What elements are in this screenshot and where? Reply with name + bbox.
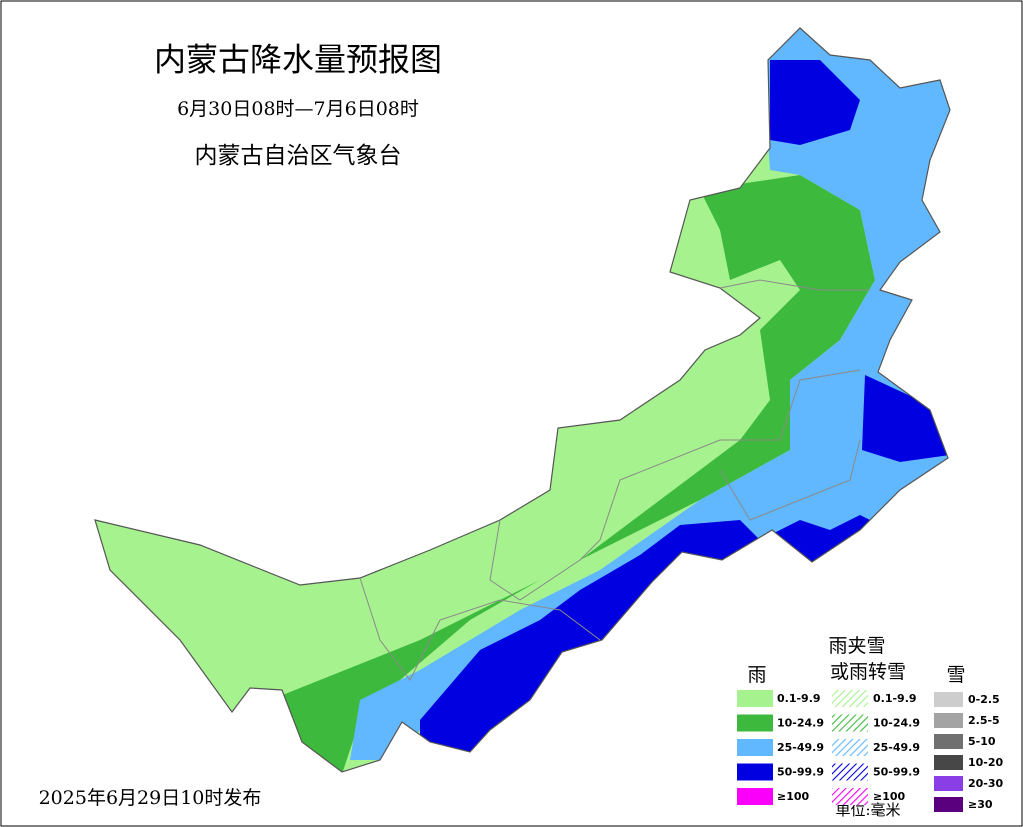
zone-blue-east — [862, 375, 950, 462]
legend-label: 0-2.5 — [968, 693, 1000, 706]
issuer: 内蒙古自治区气象台 — [195, 143, 402, 169]
release-time: 2025年6月29日10时发布 — [39, 787, 262, 809]
legend-swatch — [832, 690, 868, 707]
legend-label: 0.1-9.9 — [873, 692, 917, 705]
legend-swatch — [832, 788, 868, 805]
legend-swatch — [934, 713, 963, 728]
legend-label: 0.1-9.9 — [777, 692, 821, 705]
legend-label: ≥30 — [968, 798, 993, 811]
title: 内蒙古降水量预报图 — [154, 41, 442, 79]
legend-label: 20-30 — [968, 777, 1004, 790]
legend-label: 50-99.9 — [873, 766, 920, 779]
legend-swatch — [832, 763, 868, 781]
border — [719, 439, 861, 521]
zone-blue-south — [420, 515, 870, 772]
legend-label: 10-20 — [968, 756, 1004, 769]
legend-label: ≥100 — [873, 790, 906, 803]
legend-label: 10-24.9 — [777, 717, 824, 730]
legend-label: 10-24.9 — [873, 717, 920, 730]
legend-swatch — [737, 788, 773, 805]
legend-unit: 单位:毫米 — [835, 801, 900, 819]
legend-swatch — [934, 755, 963, 770]
zone-dark-green — [270, 175, 875, 772]
legend-label: ≥100 — [777, 790, 810, 803]
legend-label: 25-49.9 — [873, 741, 920, 754]
legend-mixed-title: 雨夹雪 — [828, 635, 885, 657]
district-borders — [359, 279, 870, 681]
legend-snow-title: 雪 — [946, 664, 965, 686]
period: 6月30日08时—7月6日08时 — [177, 98, 419, 120]
zone-blue-north — [770, 60, 860, 145]
legend-rain-title: 雨 — [747, 664, 766, 686]
legend-swatch — [934, 797, 963, 812]
legend-swatch — [832, 714, 868, 732]
legend-mixed-title: 或雨转雪 — [830, 661, 906, 683]
region-outline — [94, 27, 951, 773]
legend-label: 5-10 — [968, 735, 996, 748]
legend-label: 2.5-5 — [968, 714, 1000, 727]
legend-swatch — [832, 739, 868, 756]
legend-swatch — [737, 690, 773, 707]
border — [489, 369, 861, 601]
legend-label: 50-99.9 — [777, 766, 824, 779]
border — [719, 279, 870, 291]
legend-swatch — [737, 714, 773, 732]
legend-swatch — [934, 734, 963, 749]
legend-swatch — [934, 692, 963, 707]
border — [359, 577, 601, 681]
legend-label: 25-49.9 — [777, 741, 824, 754]
legend-swatch — [737, 763, 773, 781]
legend-swatch — [934, 776, 963, 791]
legend-swatch — [737, 739, 773, 756]
